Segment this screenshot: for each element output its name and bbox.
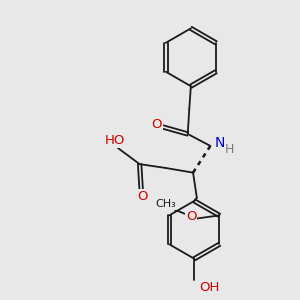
Text: OH: OH xyxy=(199,280,219,293)
Text: O: O xyxy=(137,190,148,203)
Text: HO: HO xyxy=(105,134,125,147)
Text: H: H xyxy=(225,143,235,156)
Text: CH₃: CH₃ xyxy=(156,199,176,209)
Text: O: O xyxy=(186,211,196,224)
Text: N: N xyxy=(214,136,225,150)
Text: O: O xyxy=(151,118,161,131)
